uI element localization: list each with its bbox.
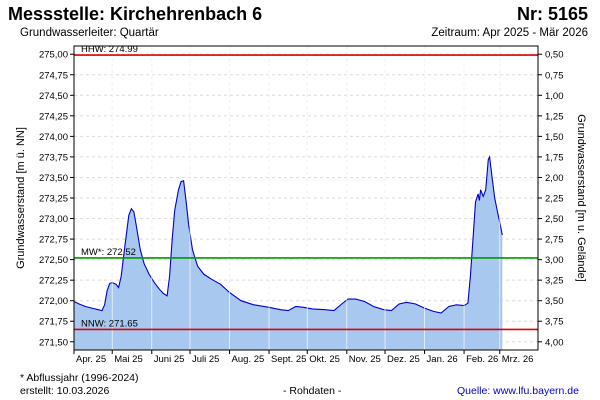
y-tick-label-right: 3,50 [545,296,564,307]
reference-label: NNW: 271.65 [81,318,138,329]
station-number: Nr: 5165 [516,4,588,24]
y-tick-label-right: 1,50 [545,132,564,143]
x-tick-label: Nov. 25 [349,354,381,365]
y-tick-label-left: 272,75 [39,235,68,246]
y-tick-label-right: 1,75 [545,152,564,163]
x-tick-label: Juli 25 [192,354,219,365]
y-tick-label-right: 0,75 [545,70,564,81]
y-tick-label-right: 3,25 [545,276,564,287]
y-tick-label-right: 2,00 [545,173,564,184]
period-label: Zeitraum: Apr 2025 - Mär 2026 [431,27,588,39]
y-tick-label-left: 274,00 [39,132,68,143]
x-tick-label: Mai 25 [114,354,143,365]
x-tick-label: Feb. 26 [466,354,498,365]
y-tick-label-right: 1,00 [545,91,564,102]
x-tick-label: Jan. 26 [427,354,458,365]
y-tick-label-left: 271,75 [39,317,68,328]
y-tick-label-right: 3,75 [545,317,564,328]
x-tick-label: Juni 25 [154,354,185,365]
y-tick-label-right: 4,00 [545,337,564,348]
y-tick-label-right: 0,50 [545,50,564,61]
y-tick-label-right: 2,75 [545,235,564,246]
y-tick-label-left: 273,50 [39,173,68,184]
y-tick-label-left: 275,00 [39,50,68,61]
y-tick-label-left: 271,50 [39,337,68,348]
reference-label: HHW: 274.99 [81,44,138,55]
raw-data-label: - Rohdaten - [283,385,342,397]
x-tick-label: Okt. 25 [309,354,340,365]
y-tick-label-left: 273,00 [39,214,68,225]
x-tick-label: Sept. 25 [271,354,306,365]
x-tick-label: Aug. 25 [232,354,265,365]
series-area [74,156,503,350]
y-tick-label-right: 2,25 [545,194,564,205]
y-tick-label-left: 274,25 [39,111,68,122]
y-tick-label-left: 272,00 [39,296,68,307]
x-tick-label: Mrz. 26 [502,354,534,365]
y-tick-label-left: 274,50 [39,91,68,102]
y-tick-label-left: 274,75 [39,70,68,81]
reference-label: MW*: 272.52 [81,247,136,258]
y-tick-label-right: 2,50 [545,214,564,225]
y-tick-label-right: 3,00 [545,255,564,266]
chart-title: Messstelle: Kirchehrenbach 6 [8,4,263,24]
source-link[interactable]: Quelle: www.lfu.bayern.de [457,385,579,397]
y-tick-label-right: 1,25 [545,111,564,122]
x-tick-label: Apr. 25 [76,354,106,365]
y-tick-label-left: 272,25 [39,276,68,287]
created-date: erstellt: 10.03.2026 [20,385,110,397]
y-axis-title-left: Grundwasserstand [m ü. NN] [15,127,27,269]
footnote: * Abflussjahr (1996-2024) [20,372,139,384]
aquifer-label: Grundwasserleiter: Quartär [20,27,159,39]
y-tick-label-left: 273,75 [39,152,68,163]
y-tick-label-left: 272,50 [39,255,68,266]
y-axis-title-right: Grundwasserstand [m u. Gelände] [575,114,587,282]
y-tick-label-left: 273,25 [39,194,68,205]
x-tick-label: Dez. 25 [387,354,420,365]
